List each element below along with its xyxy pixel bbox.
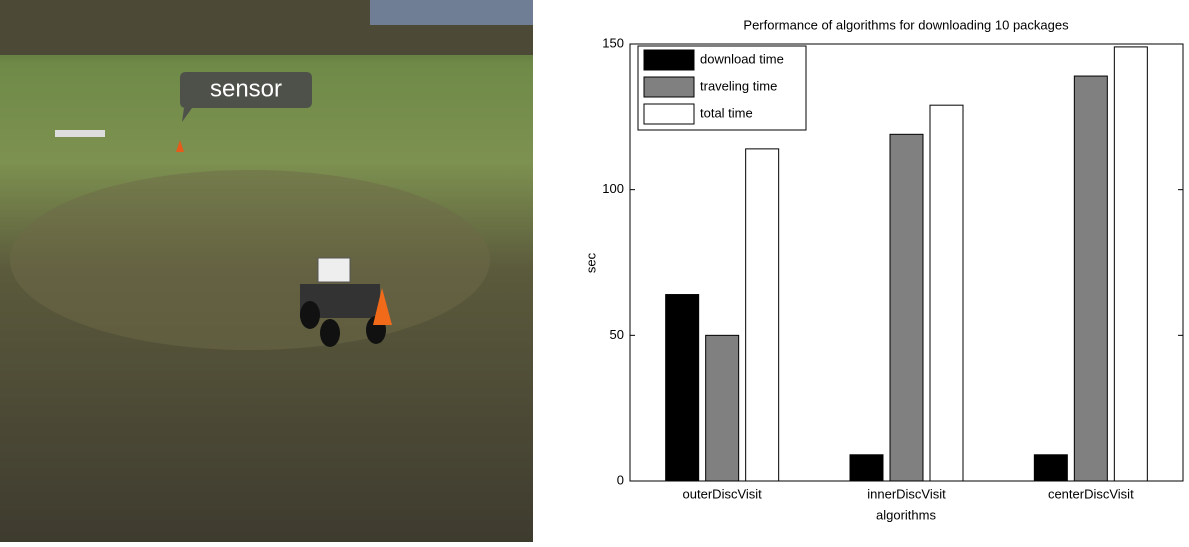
bar [890,134,923,481]
bar [1114,47,1147,481]
bar [850,455,883,481]
bar [666,295,699,481]
wheel [300,301,320,329]
dirt-patch [10,170,490,350]
building [370,0,533,25]
bar [1034,455,1067,481]
bar [930,105,963,481]
y-tick-label: 150 [602,35,624,50]
legend-swatch [644,50,694,70]
x-tick-label: centerDiscVisit [1048,486,1134,501]
legend-label: download time [700,51,784,66]
x-axis-label: algorithms [876,507,936,522]
y-axis-label: sec [583,252,598,273]
y-tick-label: 0 [617,472,624,487]
bar [706,335,739,481]
x-tick-label: innerDiscVisit [867,486,946,501]
x-tick-label: outerDiscVisit [683,486,763,501]
legend-label: traveling time [700,78,777,93]
laptop [318,258,350,282]
page: sensor Performance of algorithms for dow… [0,0,1189,547]
y-tick-label: 100 [602,181,624,196]
wheel [320,319,340,347]
y-tick-label: 50 [610,327,624,342]
legend-swatch [644,77,694,97]
bar [746,149,779,481]
legend-label: total time [700,105,753,120]
photo-label: sensor [210,75,282,102]
figure: sensor Performance of algorithms for dow… [0,0,1189,542]
legend-swatch [644,104,694,124]
debris [55,130,105,137]
chart-title: Performance of algorithms for downloadin… [743,17,1069,32]
photo: sensor [0,0,533,542]
bar [1074,76,1107,481]
